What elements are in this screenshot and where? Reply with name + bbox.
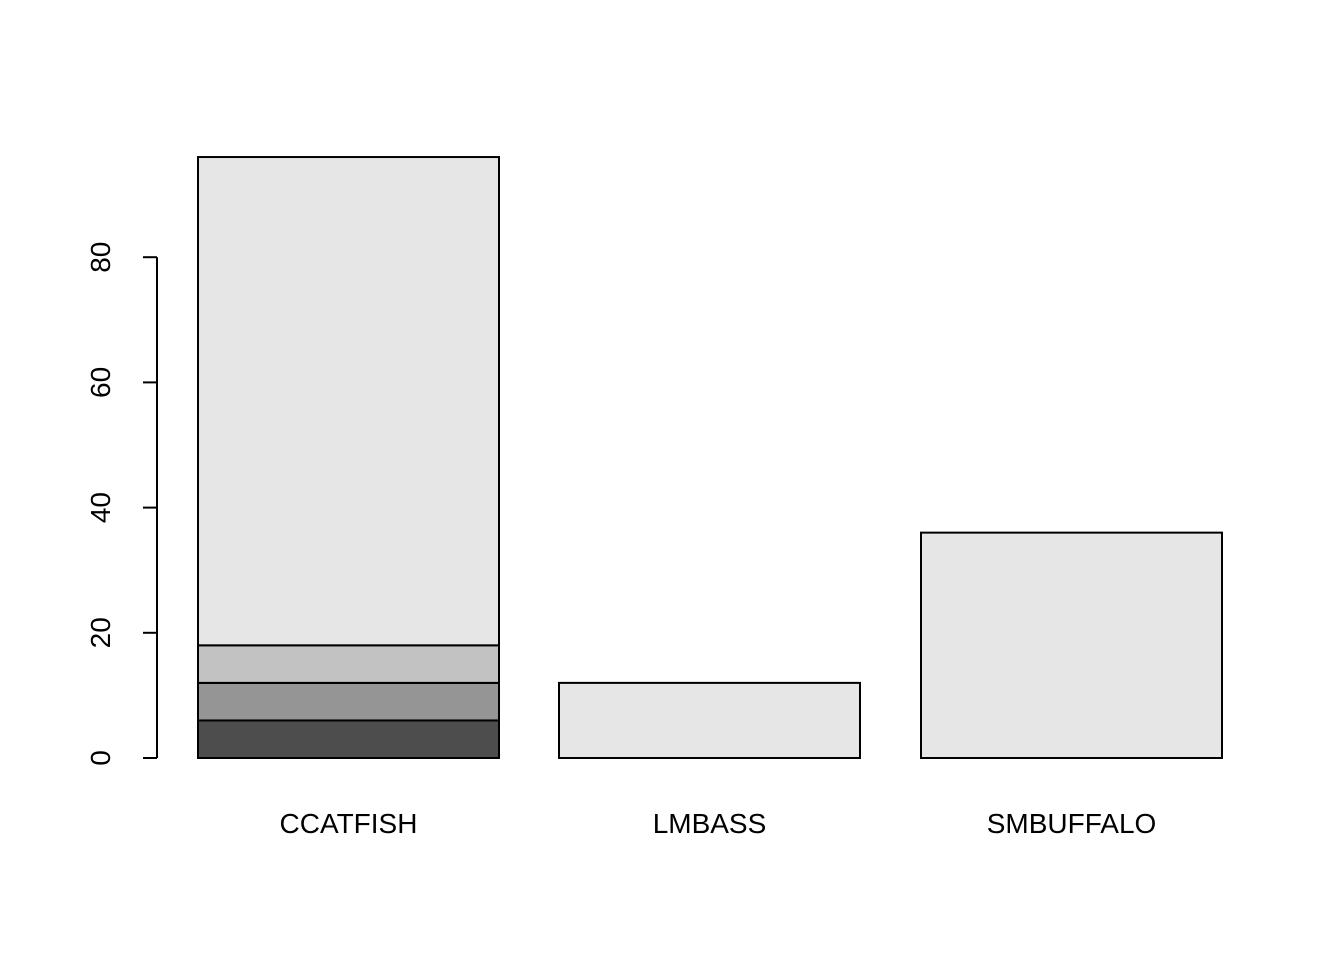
bar-lmbass-segment-4 xyxy=(558,681,861,760)
y-tick-label: 80 xyxy=(85,242,116,273)
bars-layer xyxy=(197,156,1223,760)
bar-ccatfish-segment-3 xyxy=(197,644,500,684)
y-tick-label: 0 xyxy=(85,750,116,766)
bar-smbuffalo-segment-4 xyxy=(920,531,1223,760)
x-axis-labels: CCATFISH LMBASS SMBUFFALO xyxy=(280,808,1157,839)
y-tick-label: 60 xyxy=(85,367,116,398)
bar-ccatfish-segment-1 xyxy=(197,719,500,760)
bar-ccatfish-segment-2 xyxy=(197,681,500,722)
y-tick-label: 20 xyxy=(85,617,116,648)
y-axis: 0 20 40 60 80 xyxy=(85,242,158,766)
y-tick-label: 40 xyxy=(85,492,116,523)
x-label-smbuffalo: SMBUFFALO xyxy=(987,808,1157,839)
x-label-lmbass: LMBASS xyxy=(653,808,767,839)
bar-ccatfish-segment-4 xyxy=(197,156,500,647)
x-label-ccatfish: CCATFISH xyxy=(280,808,418,839)
